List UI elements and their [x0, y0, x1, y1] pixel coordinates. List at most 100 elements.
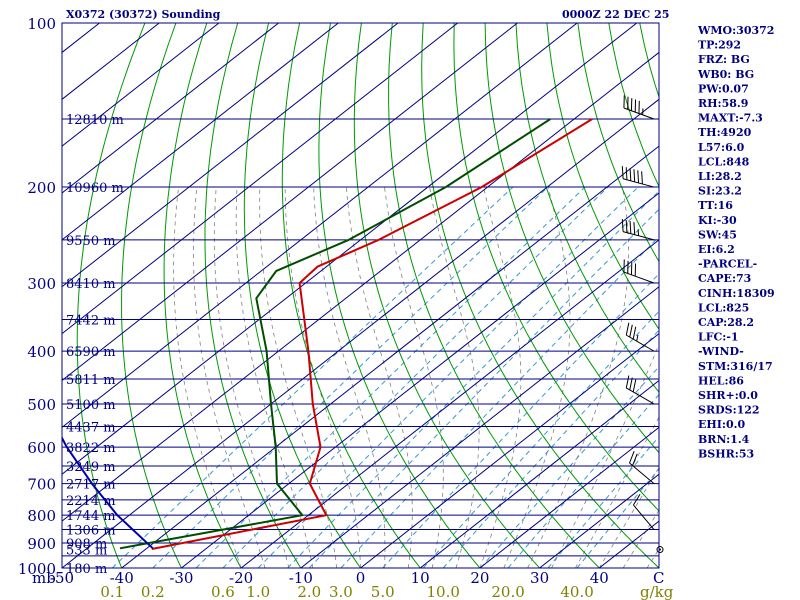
index-value: TP:292	[698, 39, 741, 52]
mixing-ratio-tick-label: 5.0	[371, 583, 395, 600]
index-value: SI:23.2	[698, 185, 742, 198]
mixing-ratio-line-2	[308, 208, 659, 568]
pressure-tick-label: 900	[27, 535, 56, 553]
mixing-ratio-tick-labels: 0.1 0.2 0.6 1.0 2.0 3.0 5.0 10.0 20.0 40.0	[100, 583, 593, 600]
isotherm--30	[181, 192, 659, 568]
profile-series	[62, 118, 593, 550]
dry-adiabat-20	[318, 23, 481, 568]
height-label: 908 m	[66, 537, 107, 552]
wind-barb-200	[621, 166, 655, 188]
wind-barb-flag	[633, 222, 636, 235]
wind-barb-250	[621, 218, 655, 241]
dry-adiabat--20	[163, 23, 242, 568]
wind-barb-flag	[633, 493, 641, 506]
temperature-tick-label: 10	[411, 569, 430, 587]
wind-barb-flag	[637, 170, 640, 183]
pressure-tick-label: 500	[27, 396, 56, 414]
height-label: 3822 m	[66, 441, 116, 456]
index-value: -WIND-	[698, 345, 744, 358]
isotherm-20	[479, 426, 659, 568]
height-label: 12810 m	[66, 113, 124, 128]
pressure-tick-label: 700	[27, 476, 56, 494]
wind-barb-500	[625, 375, 655, 405]
wind-barb-shaft	[633, 504, 655, 530]
index-value: LCL:848	[698, 155, 750, 168]
height-label: 5100 m	[66, 398, 116, 413]
height-label: 2717 m	[66, 478, 116, 493]
wind-barb-850	[633, 493, 655, 530]
temperature-tick-label: -50	[50, 569, 74, 587]
index-value: KI:-30	[698, 214, 737, 227]
isotherm--110	[62, 23, 399, 288]
index-value: PW:0.07	[698, 82, 749, 95]
moist-adiabat--16	[193, 187, 266, 568]
height-label: 3249 m	[66, 460, 116, 475]
moist-adiabat--12	[213, 187, 290, 568]
isotherm-10	[419, 379, 659, 568]
index-value: SHR+:0.0	[698, 389, 758, 402]
dry-adiabat-80	[515, 23, 659, 394]
index-value: LCL:825	[698, 301, 749, 314]
index-value: HEL:86	[698, 374, 744, 387]
wind-barb-flag	[625, 375, 630, 389]
index-value: L57:6.0	[698, 141, 745, 154]
isotherm--20	[240, 239, 659, 568]
plot-frame	[61, 22, 660, 569]
wind-barb-flag	[633, 169, 636, 182]
mixing-ratio-tick-label: 2.0	[297, 583, 321, 600]
height-label: 6590 m	[66, 345, 116, 360]
calm-wind-circle	[656, 546, 664, 554]
height-label: 4437 m	[66, 420, 116, 435]
index-value: CAP:28.2	[698, 316, 754, 329]
y-axis-unit-label: mb	[32, 569, 56, 587]
wind-barb-flag	[629, 168, 632, 181]
height-label: 2214 m	[66, 494, 116, 509]
index-value: SRDS:122	[698, 404, 760, 417]
isotherm--10	[300, 286, 659, 568]
dry-adiabat-60	[453, 23, 659, 512]
height-label: 9550 m	[66, 234, 116, 249]
parcel-profile	[62, 435, 154, 550]
index-value: LFC:-1	[698, 331, 739, 344]
dry-adiabat--30	[121, 23, 182, 568]
mixing-ratio-tick-label: 40.0	[560, 583, 593, 600]
mixing-ratio-tick-label: 3.0	[329, 583, 353, 600]
height-label: 180 m	[66, 562, 107, 577]
isotherm--90	[62, 23, 518, 382]
index-value: MAXT:-7.3	[698, 112, 763, 125]
dry-adiabat-90	[546, 23, 659, 330]
mixing-ratio-tick-label: 0.2	[141, 583, 165, 600]
temperature-tick-label: -20	[229, 569, 253, 587]
height-label: 1306 m	[66, 524, 116, 539]
wind-barb-flag	[625, 167, 628, 180]
temperature-tick-label: 40	[590, 569, 609, 587]
wind-barb-shaft	[629, 462, 655, 484]
wind-barb-flag	[641, 171, 643, 184]
pressure-tick-label: 300	[27, 275, 56, 293]
wind-barb-flag	[632, 379, 637, 393]
index-value: TH:4920	[698, 126, 752, 139]
wind-barb-flag	[625, 219, 628, 233]
mixing-ratio-line-0.6	[222, 186, 609, 568]
height-label: 533 m	[66, 544, 107, 559]
dry-adiabat-10	[281, 23, 421, 568]
moist-adiabat--4	[259, 187, 337, 568]
height-label: 10960 m	[66, 181, 124, 196]
wind-barb-flag	[632, 453, 638, 466]
isotherm--70	[62, 23, 638, 475]
wind-barb-flag	[625, 322, 630, 336]
wind-barb-150	[623, 95, 655, 120]
isotherm-0	[360, 333, 659, 568]
wind-barb-half-flag	[636, 334, 639, 342]
mixing-ratio-tick-label: 20.0	[491, 583, 524, 600]
wind-barb-flag	[629, 377, 633, 391]
mixing-ratio-tick-label: 1.0	[246, 583, 270, 600]
index-value: EHI:0.0	[698, 418, 745, 431]
wind-barb-700	[629, 451, 655, 484]
mixing-ratio-line-1.5	[287, 190, 659, 568]
isotherm-30	[539, 473, 659, 568]
dry-adiabat-100	[577, 23, 659, 263]
temperature-tick-label: -30	[169, 569, 193, 587]
wind-barb-flag	[621, 166, 624, 179]
